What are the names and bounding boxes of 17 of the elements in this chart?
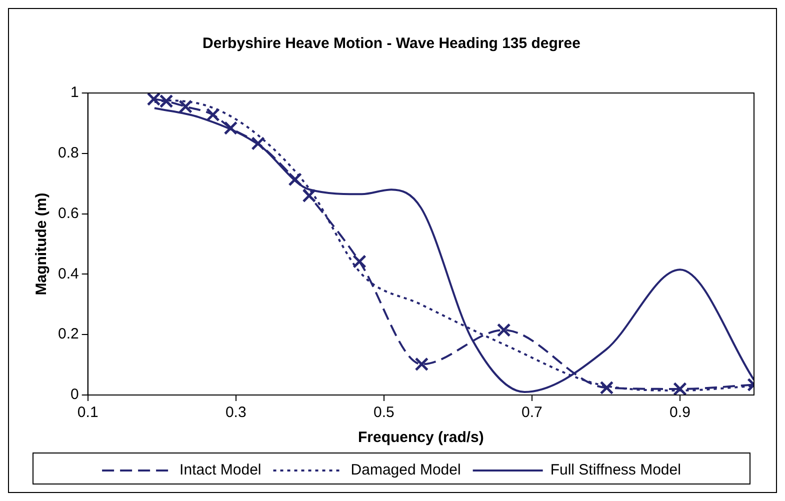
x-tick-label: 0.9 xyxy=(670,404,690,422)
chart-title: Derbyshire Heave Motion - Wave Heading 135 degree xyxy=(202,35,580,52)
y-axis-title: Magnitude (m) xyxy=(33,192,50,296)
y-tick-label: 0 xyxy=(70,386,79,404)
x-tick-label: 0.7 xyxy=(522,404,542,422)
y-tick-label: 0.8 xyxy=(58,144,79,162)
y-tick-label: 0.4 xyxy=(58,265,79,282)
y-tick-label: 0.2 xyxy=(58,326,79,343)
y-tick-label: 1 xyxy=(70,84,79,102)
legend-label: Intact Model xyxy=(180,462,262,479)
x-axis-title: Frequency (rad/s) xyxy=(358,429,484,446)
legend-label: Damaged Model xyxy=(350,462,461,479)
x-tick-label: 0.3 xyxy=(225,404,246,422)
legend-label: Full Stiffness Model xyxy=(550,462,681,479)
x-tick-label: 0.5 xyxy=(373,404,394,422)
y-tick-label: 0.6 xyxy=(58,204,79,222)
x-tick-label: 0.1 xyxy=(77,404,98,422)
